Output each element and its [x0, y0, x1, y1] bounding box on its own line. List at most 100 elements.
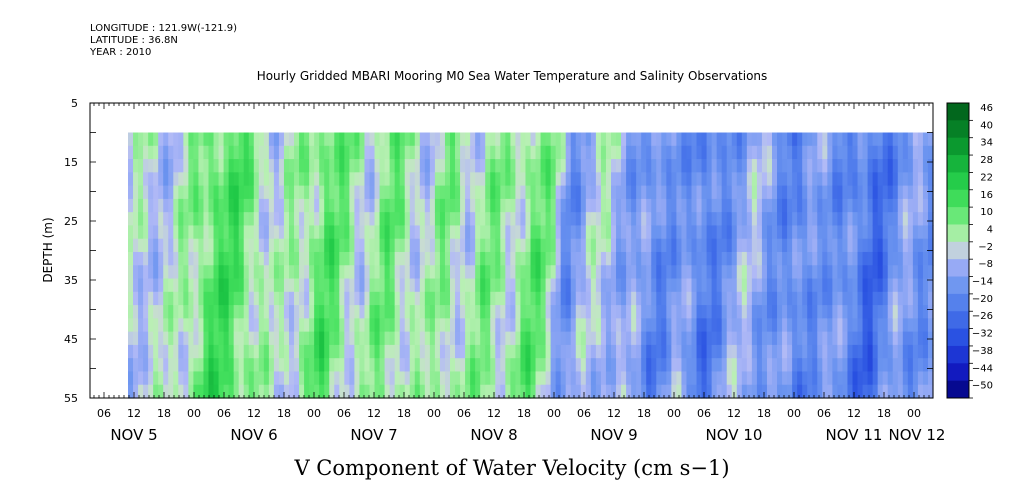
heatmap-cell	[404, 198, 411, 213]
heatmap-cell	[465, 358, 471, 373]
heatmap-cell	[691, 278, 698, 293]
heatmap-cell	[334, 172, 340, 187]
heatmap-cell	[500, 305, 506, 319]
heatmap-cell	[917, 185, 924, 200]
heatmap-cell	[676, 238, 683, 253]
heatmap-cell	[711, 159, 718, 173]
heatmap-cell	[324, 384, 330, 399]
heatmap-cell	[444, 212, 451, 227]
heatmap-cell	[565, 212, 572, 227]
heatmap-cell	[143, 358, 149, 373]
heatmap-cell	[173, 384, 179, 399]
heatmap-cell	[701, 331, 708, 346]
heatmap-cell	[334, 251, 340, 266]
heatmap-cell	[792, 305, 798, 319]
heatmap-cell	[701, 172, 708, 187]
heatmap-cell	[193, 291, 200, 306]
heatmap-cell	[344, 212, 350, 227]
heatmap-cell	[490, 145, 496, 160]
colorbar-swatch	[947, 293, 969, 312]
heatmap-cell	[304, 305, 310, 319]
heatmap-cell	[897, 318, 904, 333]
colorbar-swatch	[947, 241, 969, 260]
heatmap-cell	[153, 371, 159, 386]
heatmap-cell	[656, 172, 662, 187]
heatmap-cell	[233, 291, 240, 306]
heatmap-cell	[832, 265, 839, 280]
heatmap-cell	[258, 305, 265, 319]
heatmap-cell	[409, 291, 416, 306]
heatmap-cell	[616, 172, 622, 187]
heatmap-cell	[842, 251, 849, 266]
heatmap-cell	[651, 185, 657, 200]
heatmap-cell	[163, 278, 169, 293]
heatmap-cell	[485, 358, 491, 373]
heatmap-cell	[253, 159, 260, 173]
heatmap-cell	[294, 265, 300, 280]
heatmap-cell	[671, 132, 678, 147]
heatmap-cell	[716, 198, 723, 213]
heatmap-cell	[696, 225, 703, 240]
heatmap-cell	[213, 145, 220, 160]
heatmap-cell	[414, 238, 421, 253]
heatmap-cell	[339, 225, 345, 240]
heatmap-cell	[535, 291, 542, 306]
heatmap-cell	[862, 384, 869, 399]
heatmap-cell	[535, 185, 542, 200]
heatmap-cell	[283, 331, 290, 346]
heatmap-cell	[766, 291, 773, 306]
heatmap-cell	[812, 265, 818, 280]
heatmap-cell	[802, 318, 808, 333]
heatmap-cell	[243, 291, 250, 306]
heatmap-cell	[626, 278, 632, 293]
heatmap-cell	[731, 159, 738, 173]
heatmap-cell	[585, 132, 592, 147]
heatmap-cell	[676, 159, 683, 173]
heatmap-cell	[852, 265, 859, 280]
heatmap-cell	[148, 172, 154, 187]
heatmap-cell	[761, 305, 768, 319]
heatmap-cell	[857, 159, 864, 173]
heatmap-cell	[892, 344, 899, 359]
heatmap-cell	[847, 344, 854, 359]
heatmap-cell	[741, 159, 748, 173]
heatmap-cell	[666, 318, 672, 333]
heatmap-cell	[344, 198, 350, 213]
heatmap-cell	[248, 358, 255, 373]
heatmap-cell	[691, 145, 698, 160]
heatmap-cell	[782, 159, 788, 173]
heatmap-cell	[480, 331, 486, 346]
heatmap-cell	[339, 159, 345, 173]
heatmap-cell	[218, 132, 225, 147]
heatmap-cell	[696, 371, 703, 386]
heatmap-cell	[782, 172, 788, 187]
heatmap-cell	[646, 198, 652, 213]
heatmap-cell	[248, 238, 255, 253]
heatmap-cell	[369, 132, 376, 147]
heatmap-cell	[299, 291, 305, 306]
heatmap-cell	[168, 305, 174, 319]
heatmap-cell	[605, 198, 612, 213]
heatmap-cell	[309, 358, 315, 373]
heatmap-cell	[223, 265, 230, 280]
heatmap-cell	[434, 318, 441, 333]
heatmap-cell	[802, 185, 808, 200]
heatmap-cell	[565, 305, 572, 319]
heatmap-cell	[847, 305, 854, 319]
heatmap-cell	[772, 318, 778, 333]
heatmap-cell	[344, 265, 350, 280]
heatmap-cell	[862, 358, 869, 373]
heatmap-cell	[927, 278, 934, 293]
metadata-header: LONGITUDE : 121.9W(-121.9) LATITUDE : 36…	[90, 23, 237, 59]
heatmap-cell	[389, 132, 396, 147]
heatmap-cell	[671, 305, 678, 319]
heatmap-cell	[143, 278, 149, 293]
heatmap-cell	[882, 278, 889, 293]
heatmap-cell	[867, 145, 874, 160]
heatmap-cell	[626, 331, 632, 346]
heatmap-cell	[424, 145, 431, 160]
heatmap-cell	[344, 238, 350, 253]
heatmap-cell	[218, 145, 225, 160]
heatmap-cell	[349, 371, 356, 386]
